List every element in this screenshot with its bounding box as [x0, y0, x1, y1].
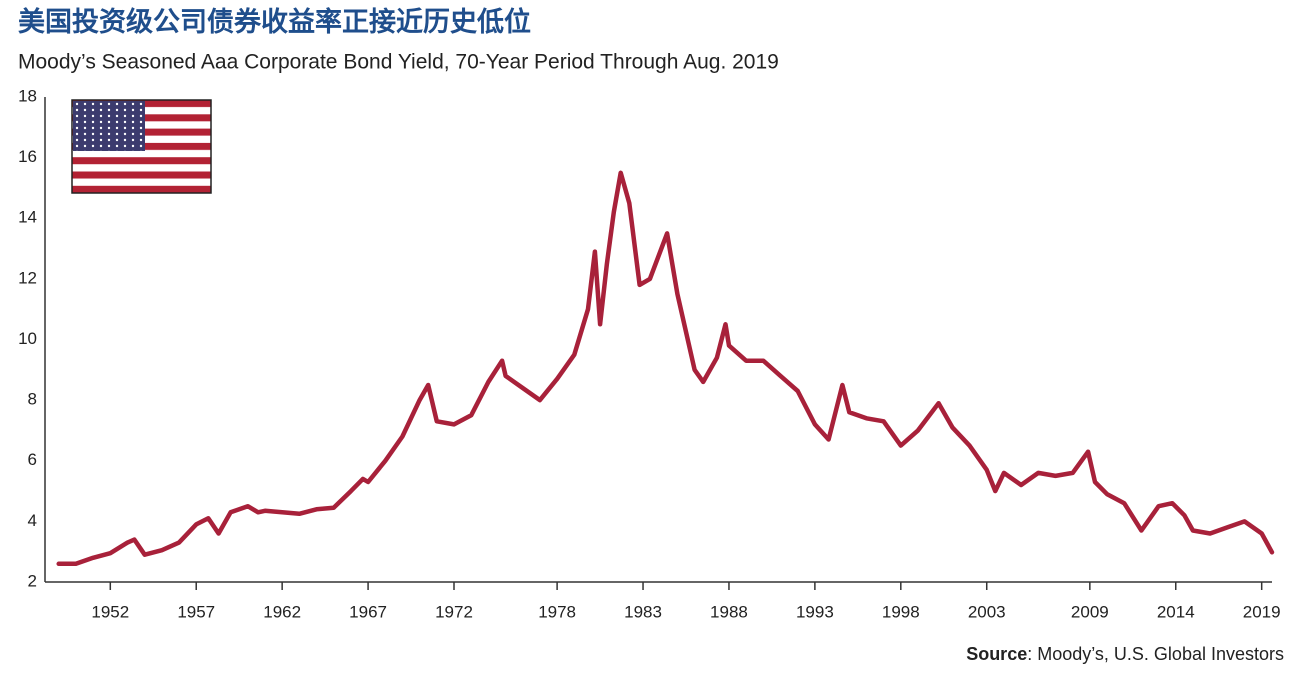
x-tick-label: 2014: [1157, 602, 1195, 621]
x-tick-label: 1952: [91, 602, 129, 621]
y-tick-label: 18: [18, 86, 37, 105]
x-tick-label: 1967: [349, 602, 387, 621]
x-tick-label: 2003: [968, 602, 1006, 621]
x-tick-label: 2009: [1071, 602, 1109, 621]
x-tick-label: 1988: [710, 602, 748, 621]
x-tick-label: 1978: [538, 602, 576, 621]
y-tick-label: 14: [18, 208, 37, 227]
source: Source: Moody’s, U.S. Global Investors: [966, 644, 1284, 664]
y-tick-label: 2: [28, 571, 37, 590]
x-tick-label: 1993: [796, 602, 834, 621]
chart-subtitle: Moody’s Seasoned Aaa Corporate Bond Yiel…: [18, 51, 779, 74]
y-tick-label: 4: [28, 511, 37, 530]
source-label: Source: [966, 644, 1027, 664]
x-tick-label: 2019: [1243, 602, 1281, 621]
x-tick-label: 1972: [435, 602, 473, 621]
y-tick-label: 10: [18, 329, 37, 348]
chart-title: 美国投资级公司债券收益率正接近历史低位: [18, 6, 531, 37]
flag: [71, 99, 212, 194]
x-tick-label: 1998: [882, 602, 920, 621]
y-tick-label: 12: [18, 268, 37, 287]
y-tick-label: 16: [18, 147, 37, 166]
series-line: [56, 170, 1275, 567]
y-tick-label: 8: [28, 390, 37, 409]
y-tick-label: 6: [28, 450, 37, 469]
source-text: : Moody’s, U.S. Global Investors: [1027, 644, 1284, 664]
x-tick-label: 1962: [263, 602, 301, 621]
x-tick-label: 1957: [177, 602, 215, 621]
x-tick-label: 1983: [624, 602, 662, 621]
